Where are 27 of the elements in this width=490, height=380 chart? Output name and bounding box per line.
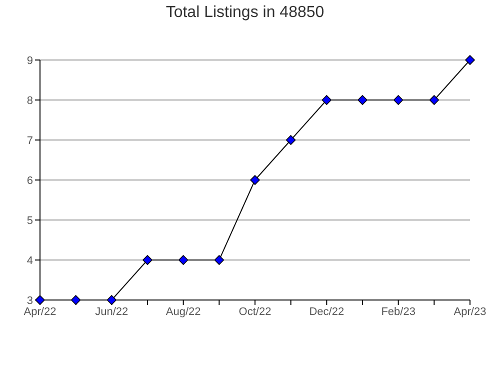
y-tick-label: 3 [26, 294, 33, 307]
y-tick-label: 5 [26, 214, 33, 227]
point [106, 295, 117, 305]
y-tick-label: 6 [26, 174, 33, 187]
x-tick-label: Apr/23 [454, 306, 486, 318]
point [429, 95, 440, 105]
point [214, 255, 224, 265]
x-tick-label: Apr/22 [24, 306, 56, 318]
x-tick-label: Oct/22 [238, 306, 272, 318]
y-tick-label: 4 [26, 254, 33, 267]
x-tick-label: Dec/22 [309, 306, 344, 318]
point [465, 55, 475, 65]
x-tick-label: Feb/23 [381, 306, 416, 318]
y-tick-label: 7 [26, 134, 33, 147]
point [142, 255, 152, 265]
y-tick-label: 8 [26, 94, 33, 107]
point [358, 95, 368, 105]
x-tick-label: Jun/22 [95, 306, 128, 318]
point [286, 135, 296, 145]
point [393, 95, 404, 105]
point [322, 95, 332, 105]
point [178, 255, 188, 265]
x-tick-label: Aug/22 [166, 306, 201, 318]
point [70, 295, 81, 305]
point [250, 175, 260, 185]
chart-title: Total Listings in 48850 [164, 4, 326, 22]
y-tick-label: 9 [26, 54, 33, 67]
